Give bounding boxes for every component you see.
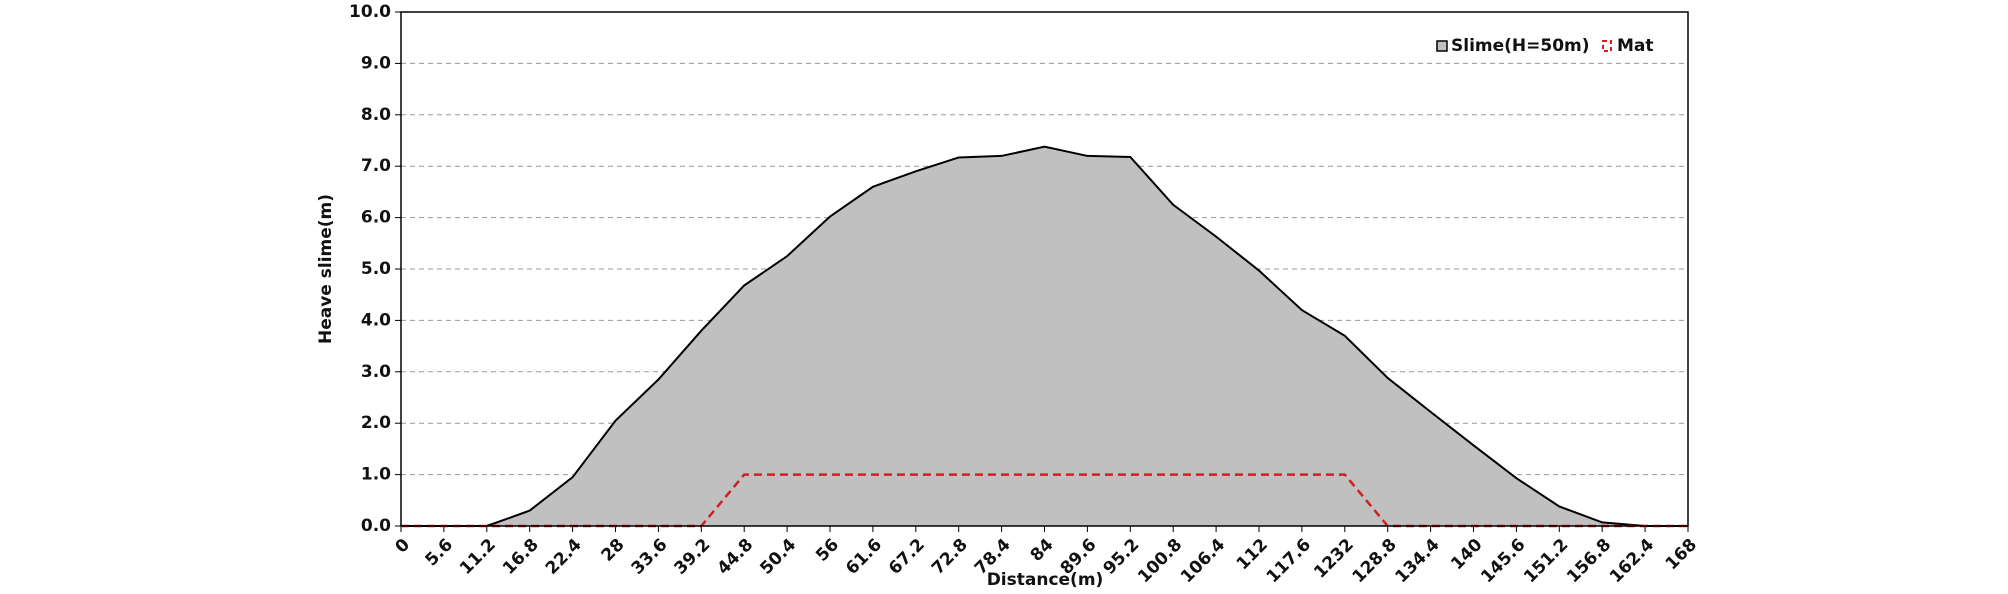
x-tick-label: 156.8: [1563, 535, 1615, 587]
y-tick-label: 6.0: [361, 208, 391, 228]
y-tick-label: 5.0: [361, 259, 391, 279]
x-tick-label: 100.8: [1134, 535, 1186, 587]
y-tick-label: 2.0: [361, 413, 391, 433]
x-tick-label: 0: [392, 535, 415, 558]
x-tick-label: 50.4: [756, 535, 800, 579]
x-tick-label: 33.6: [628, 535, 672, 579]
x-tick-label: 16.8: [499, 535, 543, 579]
y-tick-label: 7.0: [361, 156, 391, 176]
x-tick-label: 128.8: [1349, 535, 1401, 587]
x-tick-label: 162.4: [1606, 535, 1658, 587]
x-tick-label: 22.4: [542, 535, 586, 579]
y-tick-label: 4.0: [361, 310, 391, 330]
x-tick-label: 145.6: [1477, 535, 1529, 587]
legend-label: Mat: [1617, 36, 1654, 56]
x-tick-label: 61.6: [842, 535, 886, 579]
x-tick-label: 11.2: [456, 535, 500, 579]
y-tick-label: 3.0: [361, 362, 391, 382]
x-tick-label: 56: [812, 535, 843, 566]
x-tick-label: 84: [1027, 535, 1058, 566]
legend-swatch: [1436, 40, 1448, 52]
x-tick-label: 67.2: [885, 535, 929, 579]
y-tick-label: 1.0: [361, 465, 391, 485]
x-tick-label: 5.6: [422, 535, 457, 570]
legend-label: Slime(H=50m): [1451, 36, 1590, 56]
area-line: [401, 145, 1688, 527]
x-tick-label: 72.8: [928, 535, 972, 579]
y-tick-label: 10.0: [349, 2, 391, 22]
x-tick-label: 44.8: [713, 535, 757, 579]
legend-swatch: [1602, 40, 1612, 52]
x-tick-label: 151.2: [1520, 535, 1572, 587]
x-tick-label: 117.6: [1263, 535, 1315, 587]
x-tick-label: 39.2: [671, 535, 715, 579]
area: [401, 146, 1688, 526]
x-tick-label: 168: [1662, 535, 1701, 574]
x-tick-label: 28: [598, 535, 629, 566]
y-tick-label: 0.0: [361, 516, 391, 536]
x-tick-label: 106.4: [1177, 535, 1229, 587]
x-tick-label: 134.4: [1391, 535, 1443, 587]
y-tick-label: 9.0: [361, 53, 391, 73]
x-axis-title: Distance(m): [987, 570, 1104, 590]
y-tick-label: 8.0: [361, 105, 391, 125]
plot-frame: [400, 11, 1689, 527]
y-axis-title: Heave slime(m): [316, 194, 336, 344]
